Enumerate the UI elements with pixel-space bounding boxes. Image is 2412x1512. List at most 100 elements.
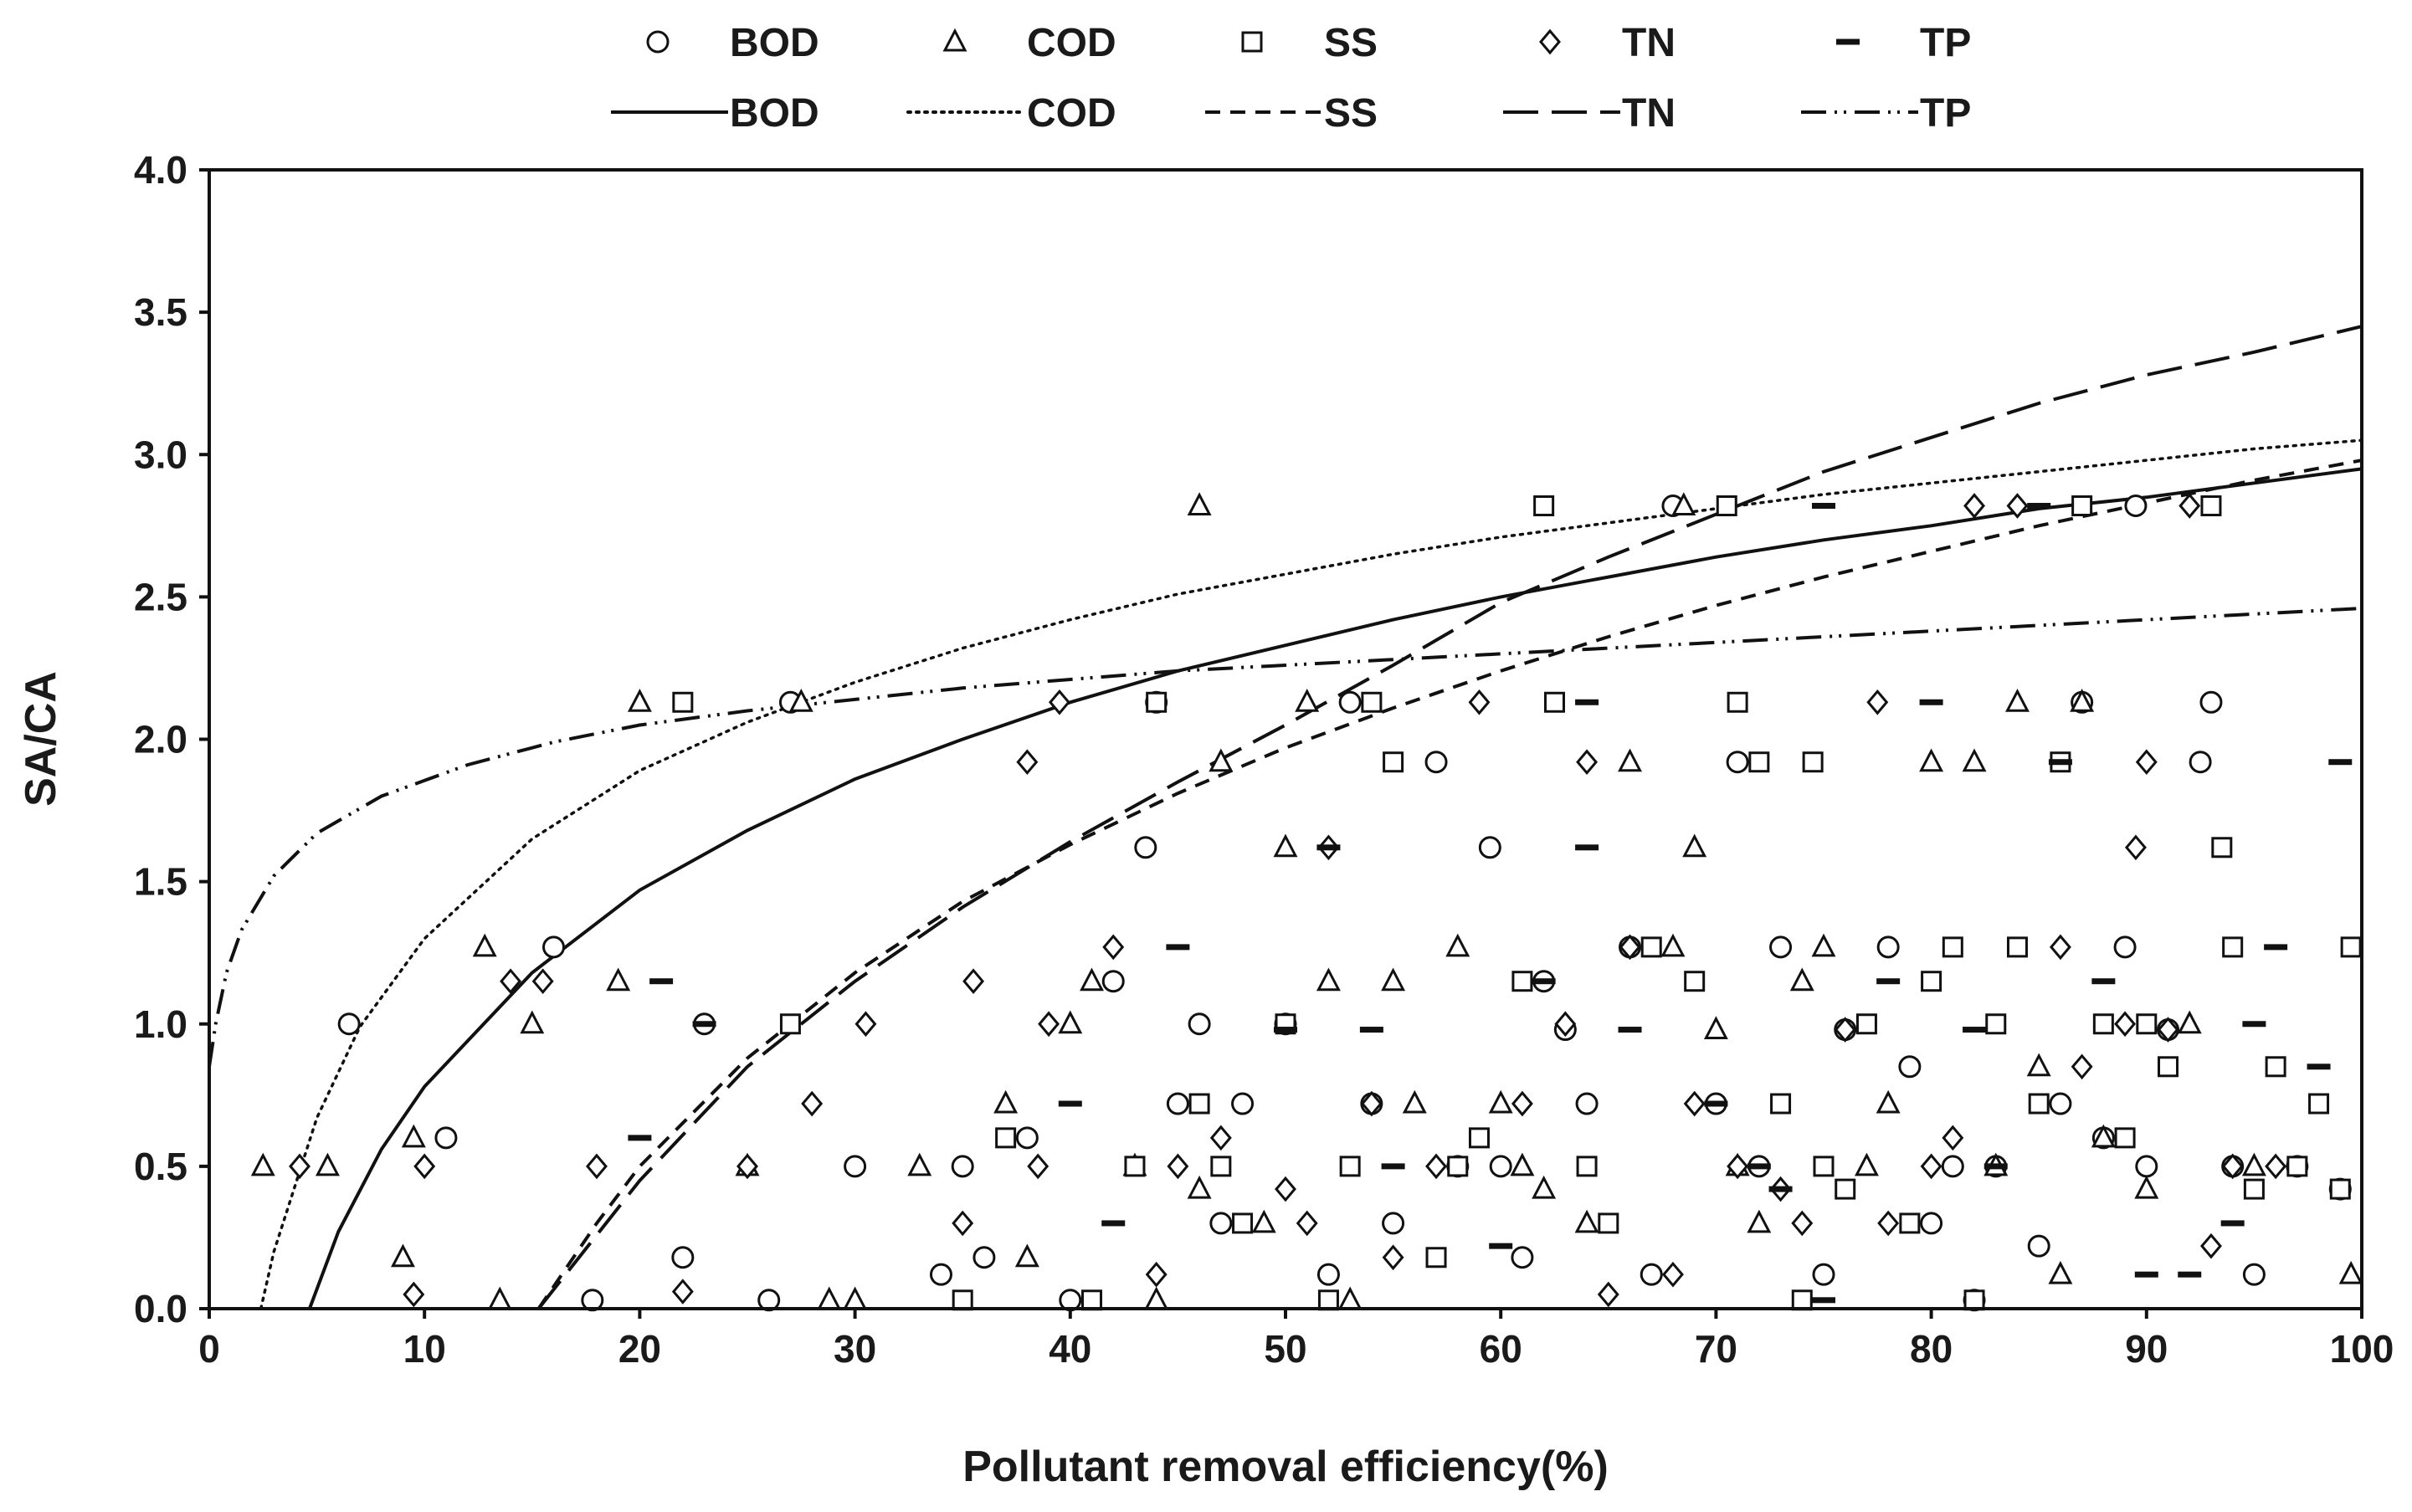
point-bod-60: [1898, 1055, 1922, 1079]
legend-marker-label-ss: SS: [1324, 21, 1378, 65]
point-ss-2: [952, 1289, 973, 1311]
x-tick-label-80: 80: [1910, 1327, 1953, 1371]
x-tick-label-0: 0: [198, 1327, 220, 1371]
point-tp-26: [2242, 1021, 2266, 1028]
point-tn-15: [1102, 934, 1125, 961]
point-cod-57: [2241, 1152, 2266, 1176]
point-bod-29: [1769, 935, 1793, 959]
point-tn-50: [1167, 1153, 1189, 1180]
point-ss-1: [779, 1013, 801, 1035]
point-cod-24: [1337, 1286, 1363, 1310]
point-bod-1: [434, 1126, 458, 1150]
y-tick-label-1-0: 1.0: [134, 1002, 187, 1046]
point-ss-38: [2092, 1013, 2114, 1035]
legend-marker-cod: [942, 28, 967, 52]
point-bod-53: [2049, 1092, 2072, 1115]
legend-line-label-cod: COD: [1027, 91, 1116, 136]
y-tick-label-3-5: 3.5: [134, 290, 187, 334]
point-cod-21: [1273, 833, 1298, 858]
point-tn-44: [2157, 1017, 2179, 1043]
point-cod-34: [1747, 1209, 1772, 1233]
point-cod-12: [993, 1089, 1019, 1114]
point-tn-31: [1791, 1210, 1814, 1237]
point-tp-6: [1274, 1027, 1297, 1033]
point-bod-30: [1812, 1263, 1835, 1286]
point-bod-15: [1188, 1012, 1211, 1036]
x-axis: 0 10 20 30 40 50 60 70 80 90 100: [198, 1309, 2394, 1371]
point-bod-59: [1640, 1263, 1663, 1286]
point-tp-32: [1747, 1163, 1771, 1170]
point-cod-23: [1316, 967, 1341, 992]
x-tick-label-30: 30: [834, 1327, 876, 1371]
point-tn-4: [531, 968, 554, 995]
point-ss-48: [2329, 1178, 2351, 1200]
point-tp-23: [2134, 1271, 2158, 1278]
point-tp-27: [2264, 944, 2288, 951]
point-ss-25: [1791, 1289, 1813, 1311]
legend-marker-bod: [646, 30, 670, 54]
point-tp-3: [1058, 1100, 1082, 1107]
point-bod-41: [2199, 690, 2223, 714]
point-tn-18: [1275, 1176, 1296, 1202]
plot-frame: [208, 168, 2363, 1310]
point-tn-19: [1296, 1210, 1318, 1237]
point-tn-45: [2178, 493, 2201, 519]
point-ss-35: [2028, 1093, 2050, 1115]
point-tp-14: [1768, 1186, 1793, 1192]
point-tn-11: [962, 968, 985, 995]
point-bod-24: [1575, 1092, 1599, 1115]
y-tick-label-2-0: 2.0: [134, 718, 187, 761]
point-tn-6: [671, 1279, 694, 1304]
point-cod-3: [401, 1124, 426, 1148]
point-tn-52: [1661, 1261, 1684, 1288]
point-tn-35: [1920, 1153, 1942, 1180]
point-tn-37: [1963, 493, 1986, 519]
point-bod-56: [1209, 1212, 1233, 1235]
point-tp-31: [1618, 1027, 1642, 1033]
point-cod-14: [1058, 1010, 1083, 1034]
point-cod-45: [2134, 1175, 2159, 1199]
point-cod-47: [2338, 1260, 2363, 1284]
point-ss-12: [1383, 751, 1404, 773]
point-ss-11: [1361, 691, 1383, 713]
point-ss-6: [1146, 691, 1168, 713]
point-tn-9: [854, 1011, 877, 1038]
point-cod-48: [1671, 492, 1696, 515]
point-tp-5: [1166, 944, 1190, 951]
point-ss-27: [1835, 1178, 1856, 1200]
point-cod-26: [1445, 933, 1470, 957]
point-tp-19: [1963, 1027, 1987, 1033]
point-tp-10: [1532, 978, 1556, 985]
point-cod-46: [2177, 1010, 2202, 1034]
point-ss-49: [2340, 936, 2362, 958]
y-tick-label-1-5: 1.5: [134, 860, 187, 904]
point-tn-29: [1683, 1090, 1706, 1117]
point-ss-28: [1855, 1013, 1877, 1035]
point-bod-13: [1134, 836, 1157, 859]
point-ss-54: [1813, 1156, 1835, 1177]
point-cod-53: [1510, 1152, 1535, 1176]
point-cod-15: [1080, 967, 1104, 992]
point-bod-18: [1338, 690, 1362, 714]
point-tp-2: [692, 1021, 716, 1028]
point-ss-19: [1640, 936, 1662, 958]
point-ss-3: [995, 1127, 1017, 1149]
legend-marker-label-tp: TP: [1920, 21, 1971, 65]
point-cod-11: [843, 1286, 868, 1310]
point-tn-38: [2006, 493, 2029, 519]
point-bod-19: [1382, 1212, 1405, 1235]
legend: BOD COD SS TN TP BOD COD SS TN TP: [611, 21, 1971, 136]
point-bod-31: [1876, 935, 1900, 959]
point-cod-39: [1962, 748, 1987, 772]
point-tn-25: [1554, 1011, 1577, 1038]
point-cod-16: [1144, 1286, 1169, 1310]
legend-marker-tn: [1539, 28, 1561, 55]
legend-line-label-ss: SS: [1324, 91, 1378, 136]
x-tick-label-90: 90: [2125, 1327, 2168, 1371]
point-ss-8: [1232, 1212, 1254, 1234]
point-tp-30: [1489, 1243, 1513, 1249]
point-ss-45: [2265, 1056, 2286, 1078]
point-tn-39: [2049, 934, 2071, 961]
y-tick-label-4-0: 4.0: [134, 148, 187, 192]
point-tn-2: [413, 1153, 436, 1180]
